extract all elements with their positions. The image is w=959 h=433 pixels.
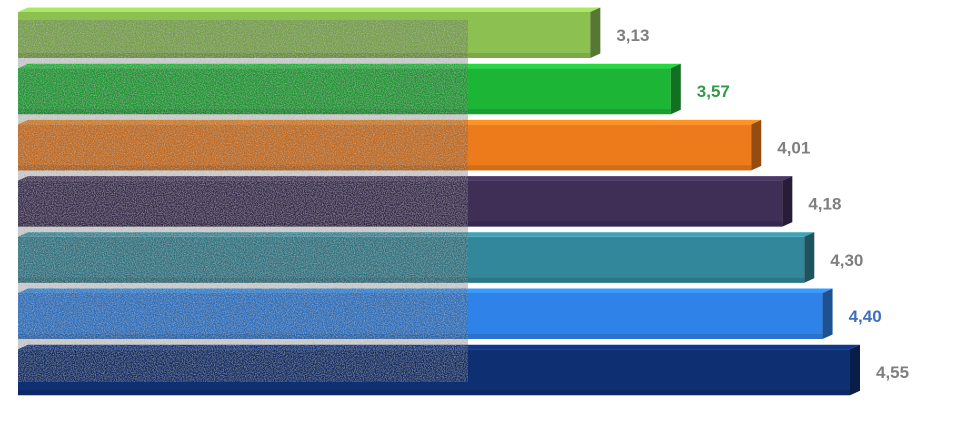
value-label-4: 4,18 [808,195,841,214]
value-labels-group: 3,13 3,57 4,01 4,18 4,30 4,40 4,55 [616,26,909,382]
value-label-5: 4,30 [830,251,863,270]
value-label-2: 3,57 [697,82,730,101]
noise-overlay [18,20,468,382]
bar-side-face [670,63,681,115]
bar-top-face [18,7,601,12]
bar-side-face [822,288,833,339]
value-label-7: 4,55 [876,363,909,382]
bar-side-face [850,344,860,396]
noise-overlay-speckle [18,20,468,382]
value-label-6: 4,40 [849,307,882,326]
bar-side-face [590,7,601,58]
bar-bottom-shade [18,390,850,396]
value-label-1: 3,13 [616,26,649,45]
value-label-3: 4,01 [777,138,810,157]
bar-side-face [782,176,793,227]
bar-side-face [751,119,762,171]
bar-side-face [804,232,815,283]
